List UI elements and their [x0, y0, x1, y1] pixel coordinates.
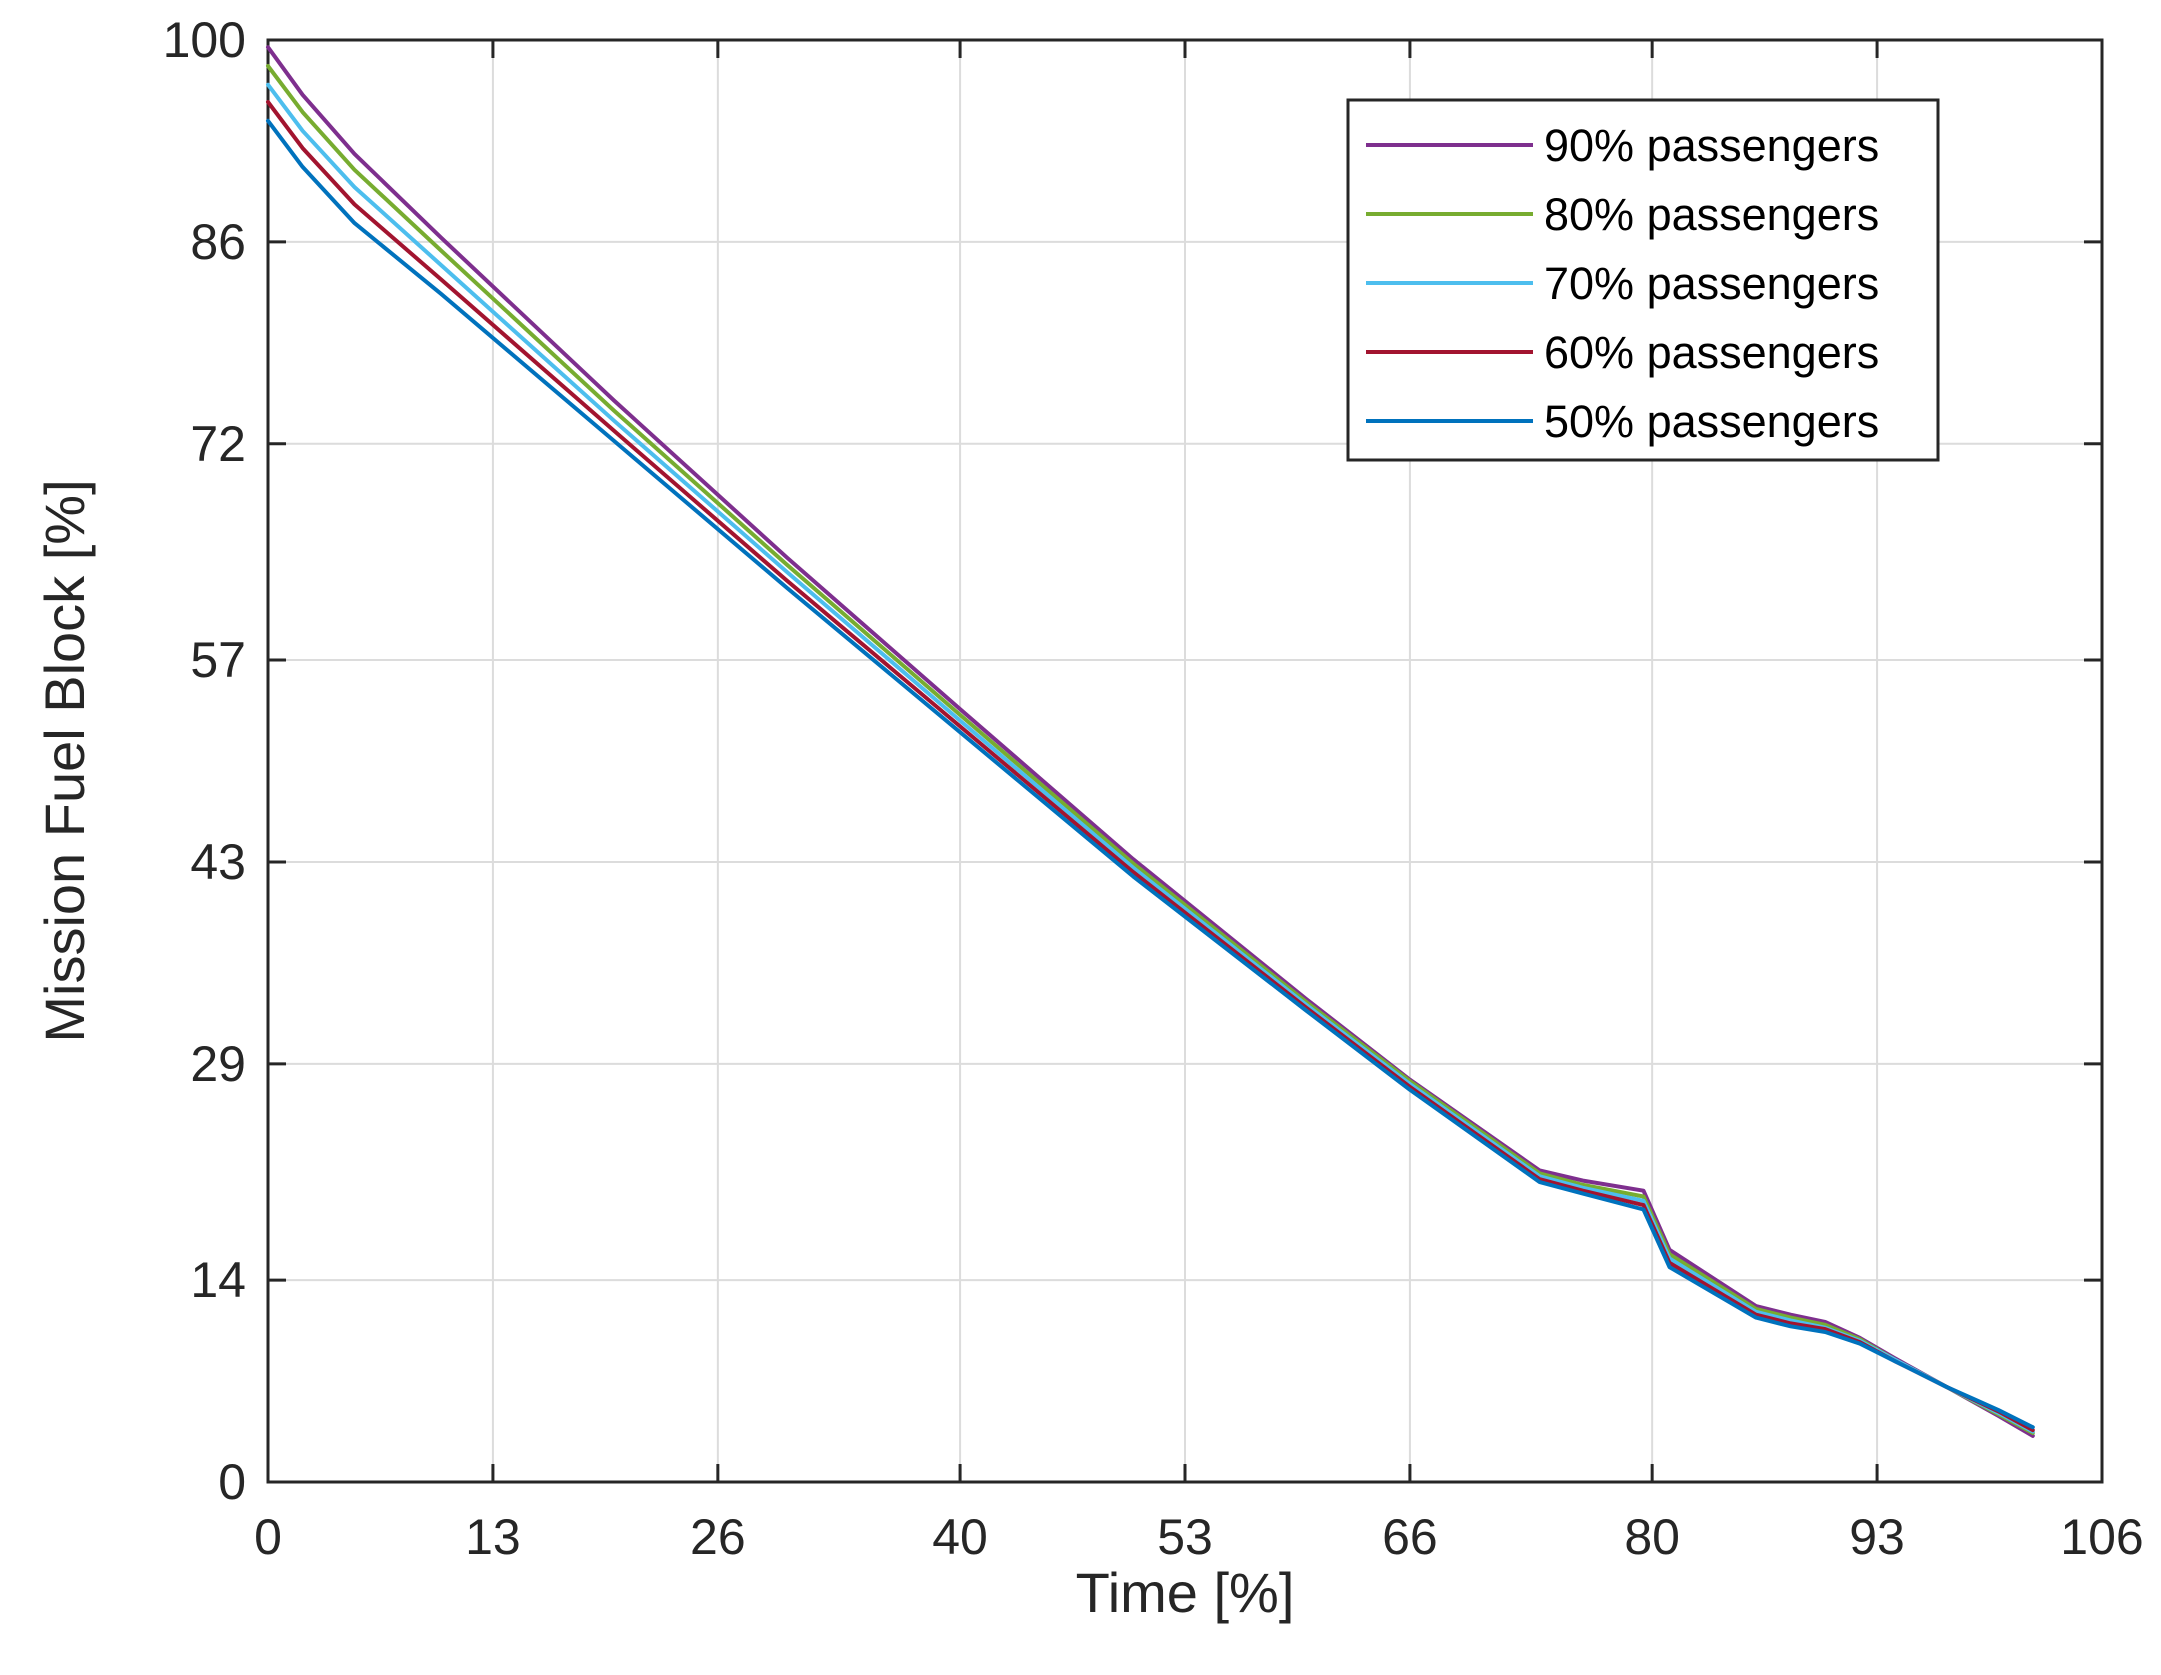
- x-tick-label: 106: [2060, 1509, 2143, 1565]
- x-axis-label: Time [%]: [1076, 1561, 1295, 1624]
- x-tick-label: 80: [1624, 1509, 1680, 1565]
- y-tick-label: 43: [190, 834, 246, 890]
- y-tick-label: 0: [218, 1454, 246, 1510]
- x-tick-label: 93: [1849, 1509, 1905, 1565]
- y-tick-label: 72: [190, 416, 246, 472]
- y-tick-label: 100: [163, 12, 246, 68]
- legend: 90% passengers 80% passengers 70% passenge…: [1346, 98, 1940, 462]
- y-axis-label: Mission Fuel Block [%]: [33, 479, 96, 1042]
- x-tick-label: 53: [1157, 1509, 1213, 1565]
- series-lines: [266, 45, 2035, 1438]
- x-tick-label: 0: [254, 1509, 282, 1565]
- x-tick-label: 26: [690, 1509, 746, 1565]
- legend-box: [1346, 98, 1940, 462]
- y-tick-label: 86: [190, 214, 246, 270]
- y-tick-label: 57: [190, 632, 246, 688]
- grid: [268, 40, 2102, 1482]
- series-line-50-passengers: [266, 118, 2035, 1430]
- x-tick-label: 66: [1382, 1509, 1438, 1565]
- y-tick-label: 14: [190, 1252, 246, 1308]
- x-tick-label: 13: [465, 1509, 521, 1565]
- legend-label: 50% passengers: [1544, 396, 1879, 447]
- legend-label: 70% passengers: [1544, 258, 1879, 309]
- legend-label: 60% passengers: [1544, 327, 1879, 378]
- x-tick-label: 40: [932, 1509, 988, 1565]
- y-tick-label: 29: [190, 1036, 246, 1092]
- ticks: 0 13 26 40 53 66 80 93 106 0 14 29 43 57 72 86 100: [163, 12, 2144, 1565]
- legend-label: 90% passengers: [1544, 120, 1879, 171]
- legend-label: 80% passengers: [1544, 189, 1879, 240]
